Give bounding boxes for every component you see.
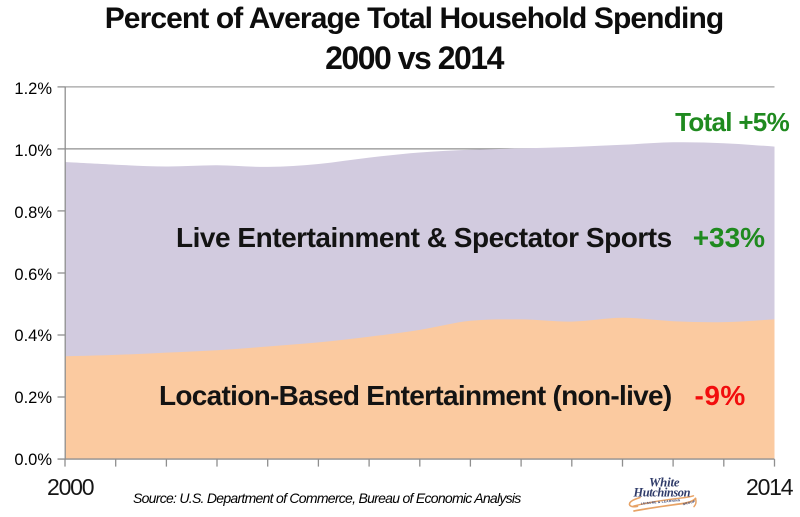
svg-text:GROUP: GROUP: [682, 499, 695, 506]
svg-text:LEISURE & LEARNING: LEISURE & LEARNING: [641, 498, 681, 505]
svg-text:White: White: [649, 476, 680, 490]
svg-text:Hutchinson: Hutchinson: [633, 485, 691, 499]
